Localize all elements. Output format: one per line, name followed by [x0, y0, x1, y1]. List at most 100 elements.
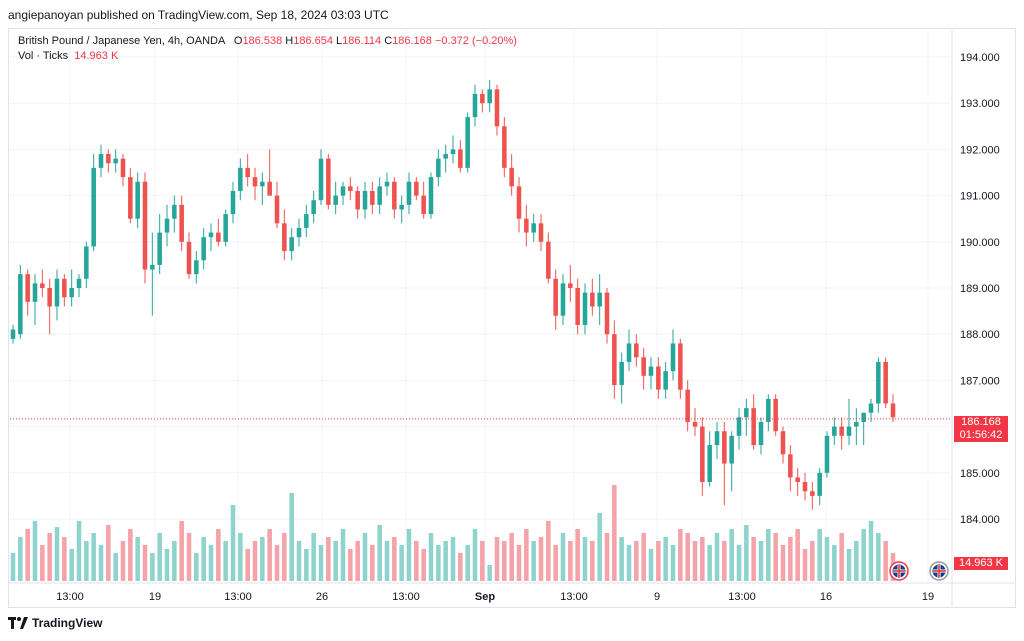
chart-legend: British Pound / Japanese Yen, 4h, OANDA … — [18, 34, 517, 64]
high-value: 186.654 — [293, 35, 333, 47]
volume-bar — [494, 537, 500, 581]
candle-body — [172, 204, 177, 219]
candle-body — [802, 482, 808, 492]
candle-body — [619, 361, 624, 386]
y-tick-label: 194.000 — [960, 52, 1000, 64]
y-tick-label: 192.000 — [960, 144, 1000, 156]
candle-body — [692, 421, 698, 427]
x-tick-label: Sep — [475, 591, 495, 603]
candle-body — [604, 292, 610, 335]
volume-bar — [157, 533, 162, 581]
volume-bar — [509, 533, 514, 581]
volume-bar — [832, 545, 837, 581]
candle-body — [47, 288, 52, 307]
last-price-value: 186.168 — [961, 416, 1001, 428]
volume-bar — [553, 545, 558, 581]
candle-body — [568, 283, 573, 288]
x-tick-label: 19 — [922, 591, 934, 603]
volume-bar — [128, 529, 133, 581]
volume-bar — [282, 533, 287, 581]
publisher-line: angiepanoyan published on TradingView.co… — [8, 8, 389, 22]
volume-bar — [626, 545, 632, 581]
volume-bar — [648, 549, 654, 581]
candle-body — [685, 389, 690, 422]
candle-body — [436, 158, 441, 178]
x-tick-label: 26 — [316, 591, 328, 603]
volume-label[interactable]: Vol · Ticks — [18, 50, 69, 62]
candle-body — [274, 195, 280, 224]
volume-bar — [25, 529, 30, 581]
volume-bar — [399, 545, 404, 581]
candle-body — [736, 417, 742, 436]
volume-bar — [766, 529, 771, 581]
candle-body — [458, 149, 463, 168]
candle-body — [612, 334, 617, 386]
volume-bar — [223, 541, 228, 581]
candle-body — [304, 214, 309, 228]
volume-bar — [443, 541, 448, 581]
uk-flag-icon[interactable] — [889, 561, 909, 581]
candle-body — [502, 126, 507, 168]
candle-body — [876, 361, 881, 404]
volume-bar — [670, 545, 676, 581]
tradingview-logo-icon[interactable] — [8, 617, 28, 629]
candle-body — [560, 283, 566, 316]
candle-body — [678, 343, 683, 390]
candle-body — [84, 246, 89, 279]
volume-bar — [120, 541, 126, 581]
candle-body — [553, 278, 558, 316]
candle-body — [201, 237, 206, 261]
candle-body — [106, 154, 111, 164]
candle-body — [648, 366, 654, 376]
candles — [10, 80, 896, 510]
candle-body — [223, 214, 228, 242]
candle-body — [289, 237, 294, 252]
volume-bar — [172, 541, 177, 581]
event-flags[interactable] — [889, 561, 949, 581]
y-tick-label: 184.000 — [960, 514, 1000, 526]
candle-body — [854, 421, 859, 427]
volume-bar — [370, 545, 375, 581]
volume-bars — [10, 485, 896, 581]
candle-body — [487, 89, 492, 104]
candle-body — [32, 283, 38, 302]
candle-body — [817, 472, 822, 496]
volume-bar — [883, 541, 888, 581]
symbol-label[interactable]: British Pound / Japanese Yen, 4h, OANDA — [18, 35, 225, 47]
uk-flag-icon[interactable] — [929, 561, 949, 581]
volume-bar — [201, 537, 206, 581]
candle-body — [216, 232, 221, 242]
candle-body — [670, 343, 676, 372]
volume-bar — [700, 537, 705, 581]
volume-bar — [113, 553, 118, 581]
volume-bar — [252, 541, 258, 581]
volume-bar — [54, 527, 60, 581]
volume-bar — [10, 553, 16, 581]
volume-bar — [76, 521, 82, 581]
x-tick-label: 13:00 — [560, 591, 588, 603]
volume-bar — [230, 505, 236, 581]
volume-bar — [597, 513, 602, 581]
footer-brand[interactable]: TradingView — [32, 616, 103, 630]
volume-bar — [604, 533, 610, 581]
volume-bar — [817, 529, 822, 581]
candle-body — [546, 241, 551, 279]
candle-body — [634, 343, 639, 358]
volume-bar — [142, 545, 148, 581]
volume-bar — [846, 549, 852, 581]
candle-body — [494, 89, 500, 127]
volume-bar — [289, 493, 294, 581]
candle-body — [318, 158, 324, 201]
y-tick-label: 188.000 — [960, 329, 1000, 341]
volume-bar — [861, 529, 866, 581]
candle-body — [524, 218, 529, 233]
volume-bar — [729, 529, 734, 581]
candle-body — [832, 426, 837, 436]
volume-bar — [340, 529, 346, 581]
y-tick-label: 193.000 — [960, 98, 1000, 110]
candle-body — [722, 431, 727, 464]
volume-bar — [736, 545, 742, 581]
candle-body — [326, 158, 331, 205]
candle-body — [333, 195, 338, 205]
